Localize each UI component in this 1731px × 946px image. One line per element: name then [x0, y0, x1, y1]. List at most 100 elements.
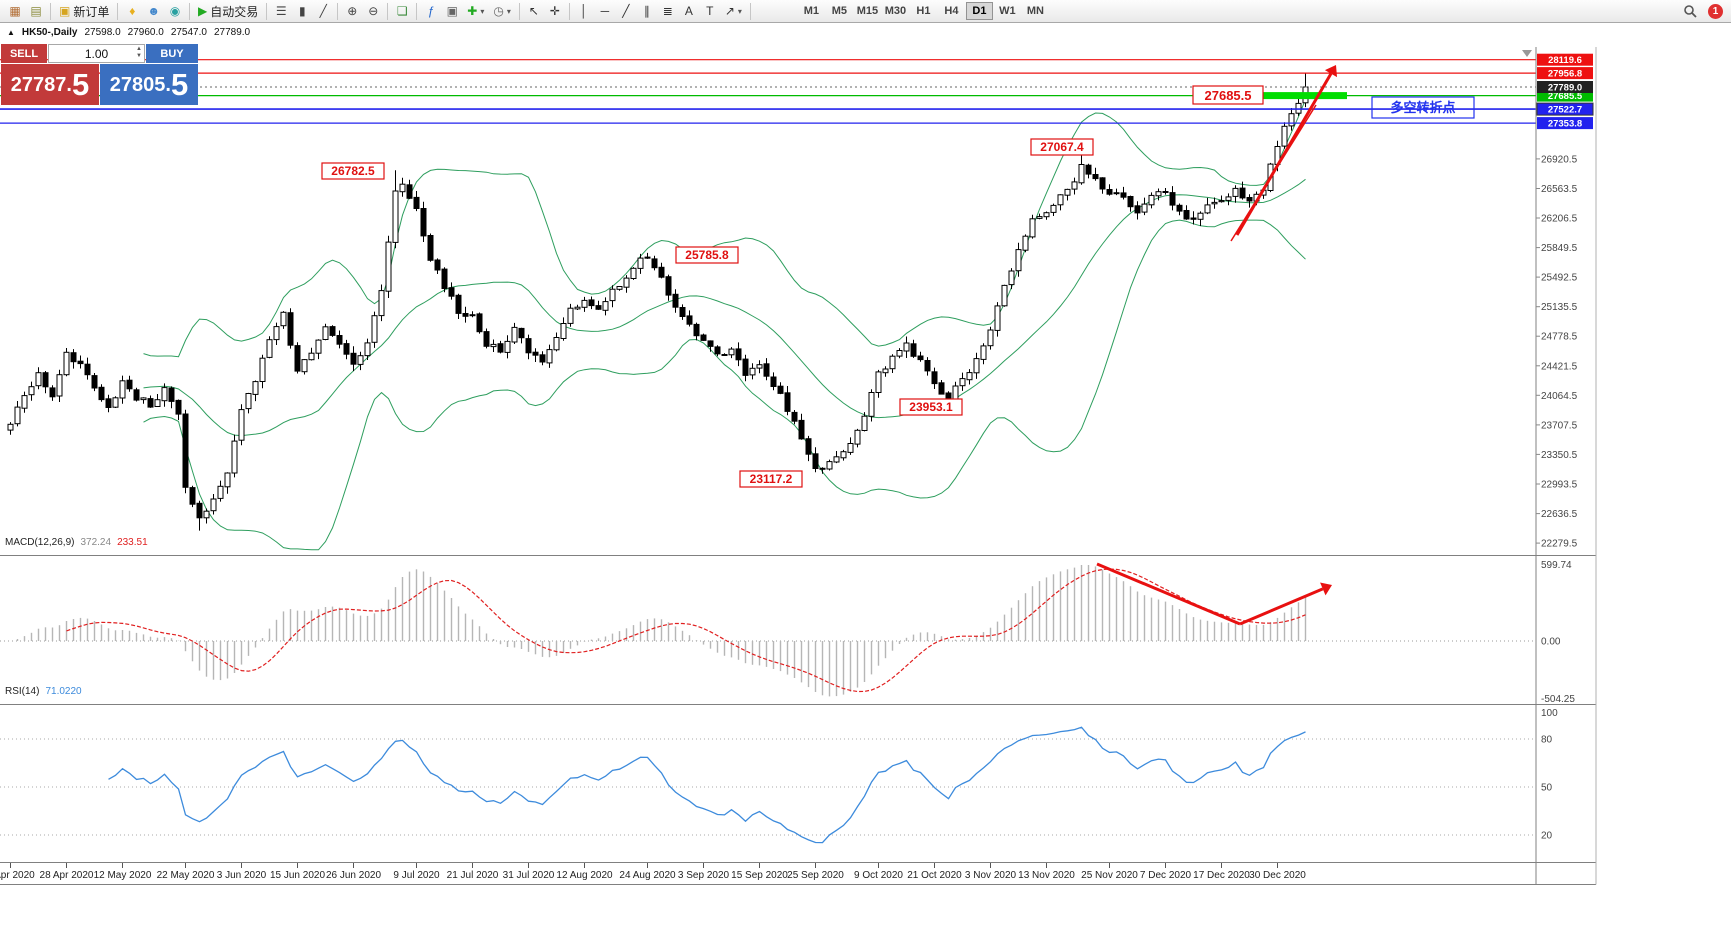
chart-title-bar: ▲ HK50-,Daily 27598.0 27960.0 27547.0 27… [7, 27, 250, 38]
label-icon[interactable]: T [700, 1, 720, 21]
dropdown-caret-icon: ▾ [506, 6, 511, 16]
svg-text:0.00: 0.00 [1541, 637, 1561, 648]
timeframe-mn[interactable]: MN [1022, 2, 1049, 20]
zoom-in-icon[interactable]: ⊕ [342, 1, 362, 21]
svg-text:27522.7: 27522.7 [1548, 105, 1582, 116]
tile-windows-icon[interactable]: ❏ [392, 1, 412, 21]
alerts-icon[interactable]: ♦ [122, 1, 142, 21]
timeframe-d1[interactable]: D1 [965, 2, 993, 20]
timeframe-m30[interactable]: M30 [882, 2, 909, 20]
svg-text:21 Jul 2020: 21 Jul 2020 [447, 870, 499, 881]
bollinger-bands [143, 99, 1306, 551]
horizontal-line-icon[interactable]: ─ [595, 1, 615, 21]
line-chart-icon[interactable]: ╱ [313, 1, 333, 21]
rsi-pane[interactable]: 100 80 50 20 [0, 708, 1558, 844]
bar-chart-icon[interactable]: ☰ [271, 1, 291, 21]
buy-price-button[interactable]: 27805. 5 [100, 64, 198, 105]
rsi-label: RSI(14) [5, 686, 40, 697]
trendline-icon[interactable]: ╱ [616, 1, 636, 21]
price-axis[interactable]: 26920.5 26563.5 26206.5 25849.5 25492.5 25135… [1536, 53, 1594, 550]
svg-text:27067.4: 27067.4 [1040, 140, 1084, 154]
price-callout: 26782.5 [321, 162, 385, 180]
svg-text:25 Nov 2020: 25 Nov 2020 [1081, 870, 1138, 881]
support-zone [1262, 92, 1347, 100]
market-icon[interactable]: ◉ [165, 1, 185, 21]
buy-button[interactable]: BUY [146, 44, 198, 63]
price-axis-flag: 28119.6 [1537, 53, 1593, 66]
channel-icon[interactable]: ∥ [637, 1, 657, 21]
sell-price-button[interactable]: 27787. 5 [1, 64, 99, 105]
timeframe-m1[interactable]: M1 [798, 2, 825, 20]
autotrading-button[interactable]: ▶ 自动交易 [194, 1, 262, 21]
volume-spinner[interactable]: ▲ ▼ [136, 46, 142, 60]
macd-pane[interactable]: 599.74 0.00 -504.25 [0, 560, 1575, 705]
arrows-icon[interactable]: ↗ ▾ [721, 1, 746, 21]
volume-decrease-icon[interactable]: ▼ [136, 53, 142, 59]
ohlc-high: 27960.0 [127, 27, 164, 38]
add-indicator-icon[interactable]: ✚ ▾ [463, 1, 488, 21]
fibonacci-icon[interactable]: ≣ [658, 1, 678, 21]
cascade-windows-icon[interactable]: ▣ [442, 1, 462, 21]
candle-chart-icon[interactable]: ▮ [292, 1, 312, 21]
autotrading-button-label: 自动交易 [210, 4, 259, 19]
svg-text:25849.5: 25849.5 [1541, 243, 1578, 254]
note-box[interactable]: 多空转折点 [1371, 96, 1475, 119]
svg-text:26 Jun 2020: 26 Jun 2020 [326, 870, 381, 881]
search-icon[interactable] [1679, 1, 1701, 21]
price-callout: 25785.8 [675, 246, 739, 264]
chart-window[interactable]: 26782.5 25785.8 23117.2 23953.1 27067.4 27685… [0, 23, 1731, 946]
timeframe-m5[interactable]: M5 [826, 2, 853, 20]
toolbar: ▦ ▤ ▣ 新订单 ♦ ☻ ◉ ▶ 自动交易 ☰ ▮ ╱ ⊕ ⊖ ❏ ƒ ▣ ✚ ▾ ◷ ▾ ↖ ✛ │ ─ ╱ ∥ ≣ A T ↗ ▾ M1 M… [0, 0, 1731, 23]
collapse-icon[interactable]: ▲ [7, 28, 15, 37]
svg-text:22636.5: 22636.5 [1541, 509, 1578, 520]
svg-text:20: 20 [1541, 831, 1553, 842]
svg-text:27956.8: 27956.8 [1548, 69, 1582, 80]
profiles-icon-glyph: ▤ [30, 4, 42, 18]
timeframe-w1[interactable]: W1 [994, 2, 1021, 20]
new-order-button[interactable]: ▣ 新订单 [55, 1, 113, 21]
one-click-trading-panel: SELL 1.00 ▲ ▼ BUY 27787. 5 27805. 5 [1, 44, 198, 105]
volume-field[interactable]: 1.00 ▲ ▼ [48, 44, 145, 63]
price-callout: 27067.4 [1030, 138, 1094, 156]
community-icon[interactable]: ☻ [143, 1, 164, 21]
volume-value[interactable]: 1.00 [84, 46, 109, 61]
svg-text:3 Sep 2020: 3 Sep 2020 [678, 870, 730, 881]
timeframe-h1[interactable]: H1 [910, 2, 937, 20]
cursor-icon[interactable]: ↖ [524, 1, 544, 21]
price-lines[interactable] [0, 59, 1536, 124]
volume-increase-icon[interactable]: ▲ [136, 46, 142, 52]
vertical-line-icon[interactable]: │ [574, 1, 594, 21]
indicators-icon[interactable]: ƒ [421, 1, 441, 21]
notification-badge[interactable]: 1 [1708, 3, 1723, 19]
timeframe-m15[interactable]: M15 [854, 2, 881, 20]
toolbar-separator [189, 2, 190, 20]
new-chart-icon[interactable]: ▦ [5, 1, 25, 21]
sell-button[interactable]: SELL [1, 44, 47, 63]
crosshair-icon[interactable]: ✛ [545, 1, 565, 21]
zoom-in-icon-glyph: ⊕ [347, 4, 358, 18]
chart-canvas[interactable]: 26782.5 25785.8 23117.2 23953.1 27067.4 27685… [0, 23, 1731, 946]
svg-text:25492.5: 25492.5 [1541, 273, 1578, 284]
toolbar-separator [568, 2, 570, 20]
svg-text:22 May 2020: 22 May 2020 [157, 870, 215, 881]
horizontal-line-icon-glyph: ─ [600, 4, 610, 18]
pane-dividers [0, 47, 1597, 885]
zoom-out-icon[interactable]: ⊖ [363, 1, 383, 21]
channel-icon-glyph: ∥ [643, 4, 650, 18]
toolbar-separator [416, 2, 418, 20]
svg-text:26563.5: 26563.5 [1541, 184, 1578, 195]
price-axis-flag: 27789.0 [1537, 81, 1593, 94]
price-callouts[interactable]: 26782.5 25785.8 23117.2 23953.1 27067.4 27685… [321, 85, 1264, 488]
svg-text:21 Oct 2020: 21 Oct 2020 [907, 870, 962, 881]
timeframe-h4[interactable]: H4 [938, 2, 965, 20]
svg-text:24778.5: 24778.5 [1541, 332, 1578, 343]
profiles-icon[interactable]: ▤ [26, 1, 46, 21]
timeframes-menu-icon[interactable]: ◷ ▾ [489, 1, 515, 21]
svg-text:27685.5: 27685.5 [1548, 91, 1583, 102]
text-icon[interactable]: A [679, 1, 699, 21]
main-pane[interactable] [7, 72, 1309, 551]
svg-text:9 Jul 2020: 9 Jul 2020 [393, 870, 440, 881]
toolbar-separator [387, 2, 389, 20]
bid-price-last-digit: 5 [71, 67, 90, 102]
